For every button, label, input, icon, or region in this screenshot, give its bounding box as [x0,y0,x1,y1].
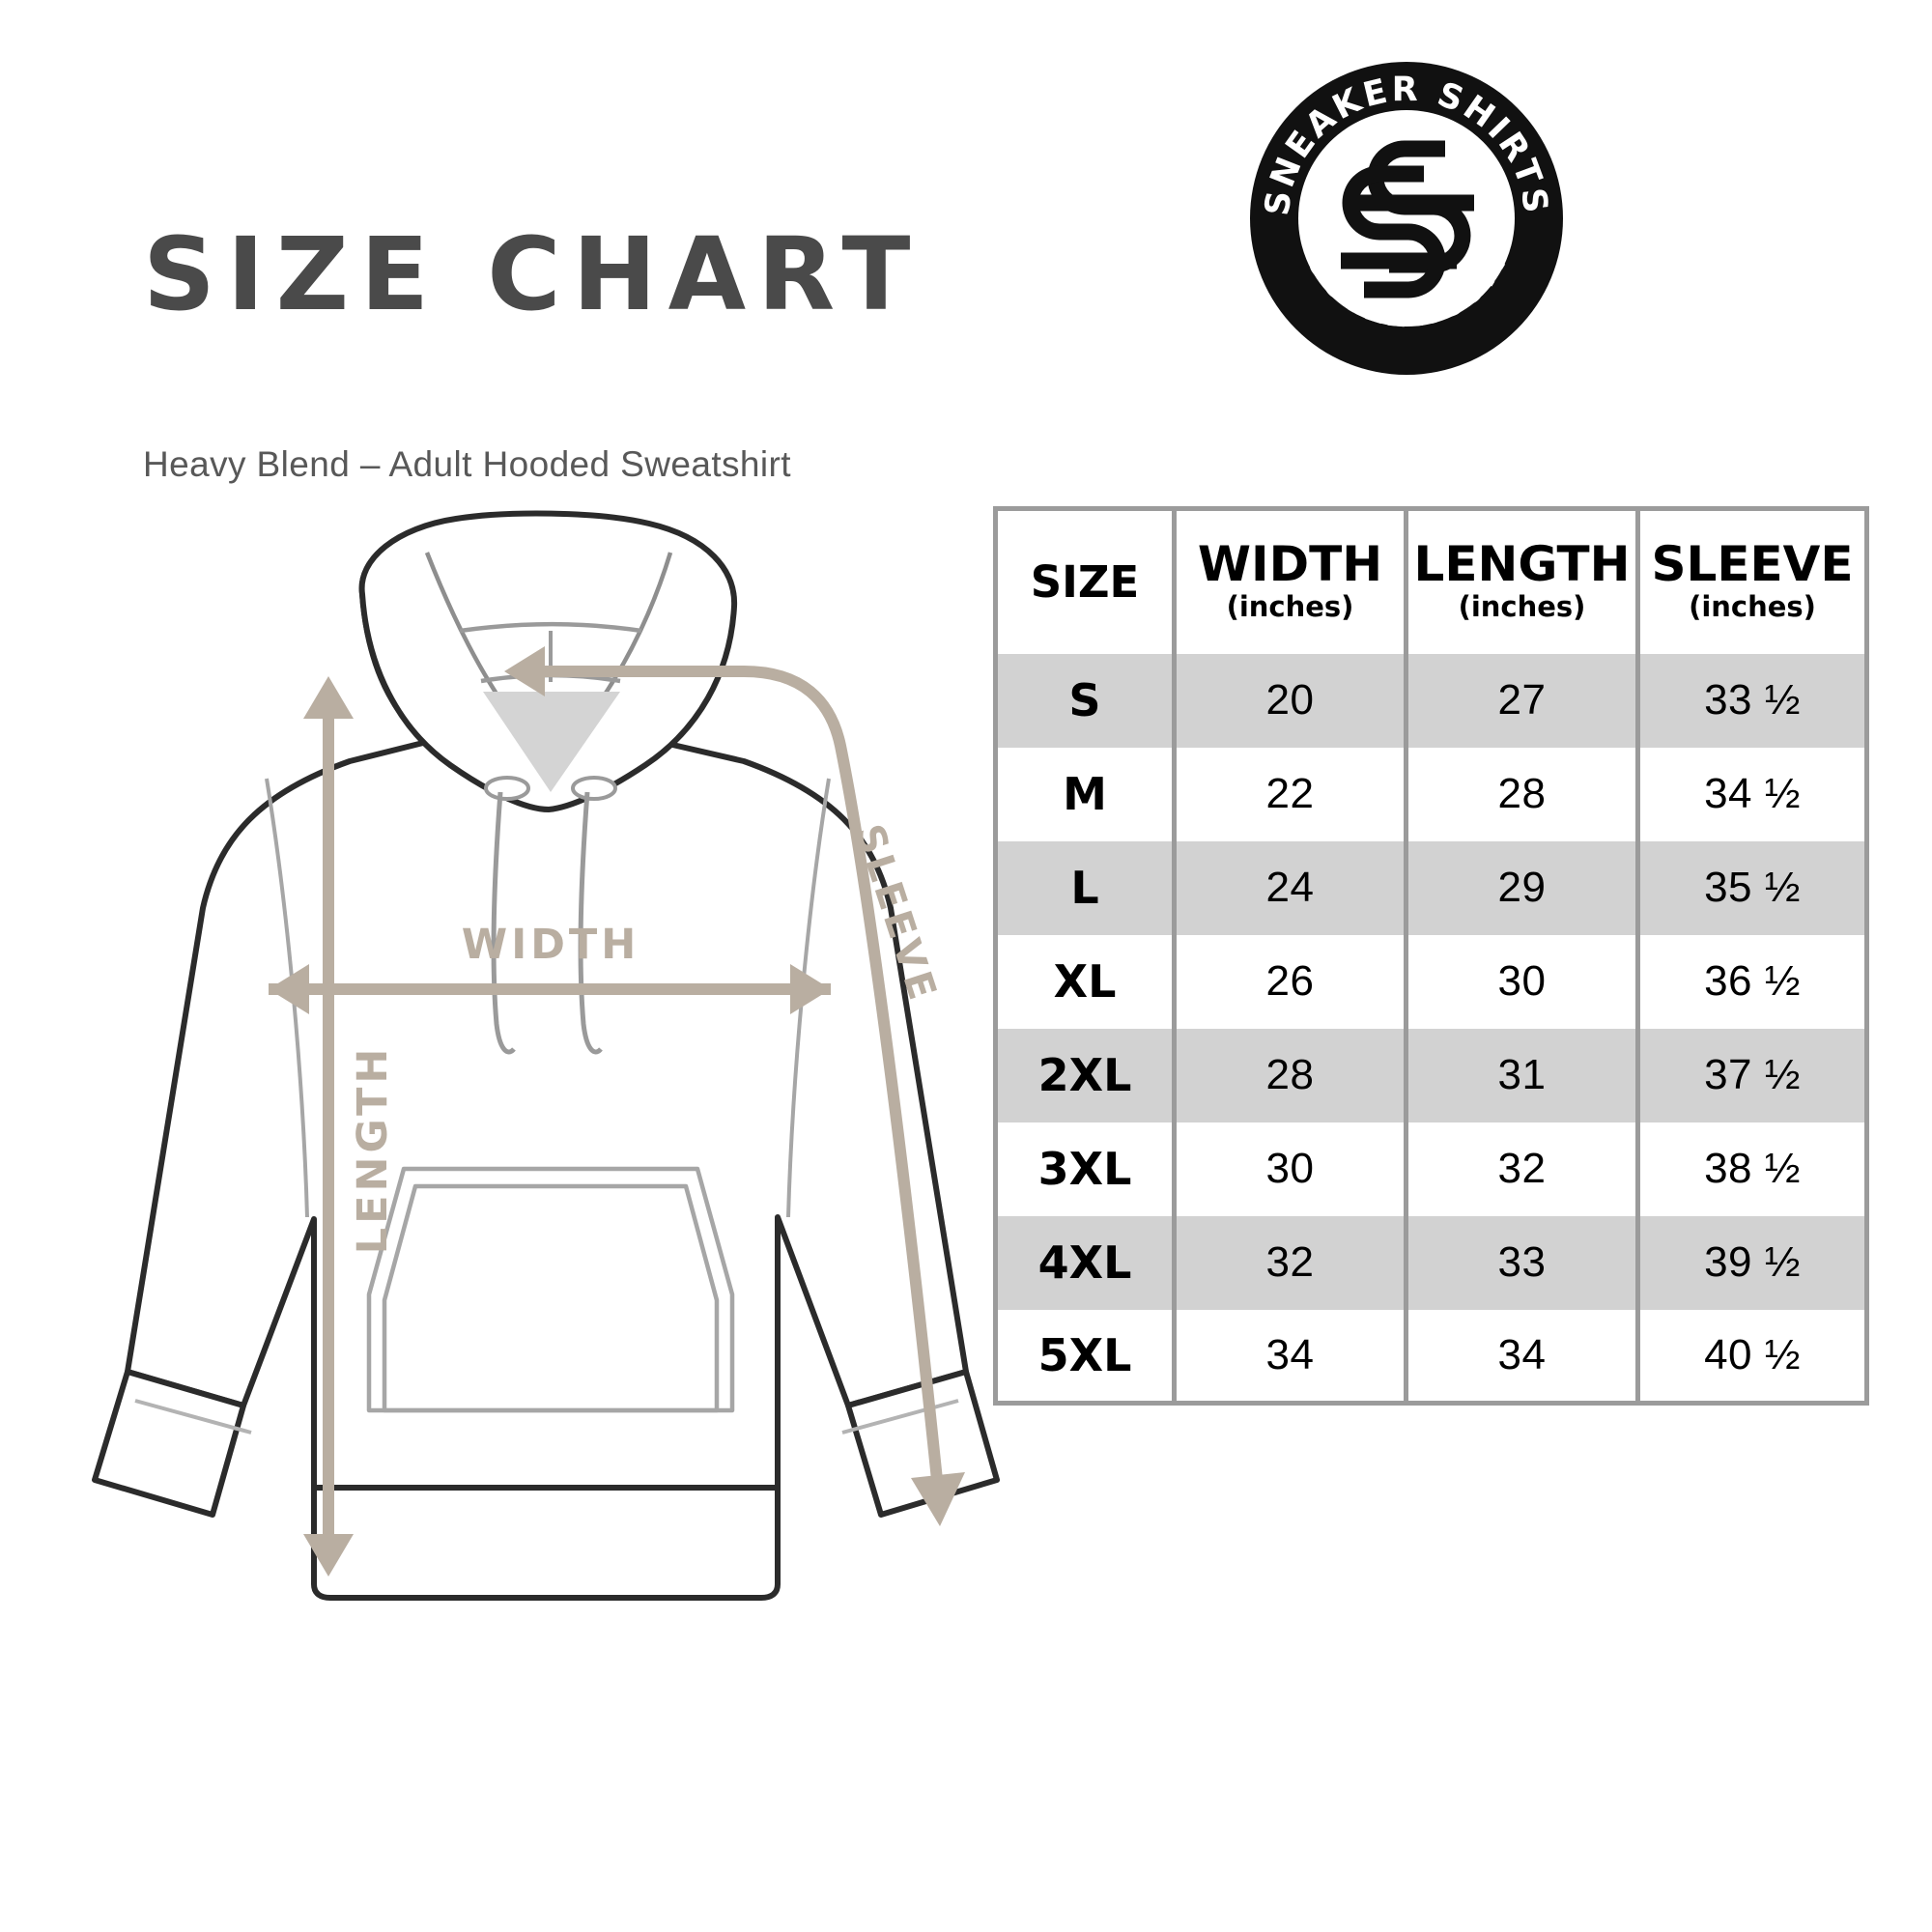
width-arrow [269,964,831,1014]
sleeve-arrow-shaft [524,666,943,1481]
table-row: M 22 28 34 ½ [995,747,1867,841]
cell-length: 34 [1404,1309,1640,1404]
cell-length: 29 [1404,840,1640,935]
brand-logo: SNEAKER SHIRTS OUTLET.COM [1244,56,1569,381]
cell-sleeve: 36 ½ [1635,934,1867,1029]
column-header-size-main: SIZE [1030,555,1140,608]
size-table-container: SIZE WIDTH (inches) LENGTH (inches) SLEE… [993,506,1869,1406]
column-header-sleeve-sub: (inches) [1689,590,1816,624]
logo-monogram-icon [1341,140,1474,298]
cell-sleeve: 34 ½ [1635,747,1867,841]
cell-size: XL [995,934,1177,1029]
column-header-sleeve-main: SLEEVE [1651,536,1854,593]
kangaroo-pocket [366,1166,735,1413]
cell-length: 31 [1404,1028,1640,1122]
width-arrow-shaft [269,983,831,995]
cell-sleeve: 37 ½ [1635,1028,1867,1122]
table-row: 3XL 30 32 38 ½ [995,1122,1867,1216]
cell-width: 28 [1172,1028,1408,1122]
cell-width: 22 [1172,747,1408,841]
cell-width: 24 [1172,840,1408,935]
width-label: WIDTH [462,921,639,969]
page-title: SIZE CHART [143,215,923,333]
length-arrow-head-bottom [303,1534,354,1577]
width-arrow-head-left [269,964,309,1014]
length-label: LENGTH [349,1045,397,1255]
waistband [311,1485,781,1601]
table-header-row: SIZE WIDTH (inches) LENGTH (inches) SLEE… [995,508,1867,654]
table-row: 2XL 28 31 37 ½ [995,1028,1867,1122]
cell-length: 30 [1404,934,1640,1029]
cell-sleeve: 39 ½ [1635,1215,1867,1310]
cell-width: 26 [1172,934,1408,1029]
cell-sleeve: 33 ½ [1635,653,1867,748]
column-header-length-sub: (inches) [1458,590,1586,624]
size-table: SIZE WIDTH (inches) LENGTH (inches) SLEE… [993,506,1869,1406]
table-row: 4XL 32 33 39 ½ [995,1215,1867,1310]
cell-width: 34 [1172,1309,1408,1404]
neck-gusset [483,692,620,792]
cell-length: 33 [1404,1215,1640,1310]
grommet-left [484,776,530,801]
sleeve-arrow-head-start [504,646,545,696]
table-row: L 24 29 35 ½ [995,840,1867,935]
length-arrow-shaft [323,692,334,1542]
column-header-width-main: WIDTH [1197,536,1383,593]
cell-length: 32 [1404,1122,1640,1216]
cell-size: M [995,747,1177,841]
column-header-width-sub: (inches) [1226,590,1354,624]
cuff-left [92,1369,246,1518]
page-subtitle: Heavy Blend – Adult Hooded Sweatshirt [143,444,791,484]
length-arrow [303,676,354,1577]
table-body: S 20 27 33 ½ M 22 28 34 ½ L 24 29 35 ½ XL 26 30 36 ½ 2XL… [995,653,1867,1404]
waistband-shape [311,1485,781,1601]
cell-size: L [995,840,1177,935]
cell-sleeve: 35 ½ [1635,840,1867,935]
sleeve-arrow [504,646,965,1526]
column-header-length-main: LENGTH [1413,536,1631,593]
cell-size: 3XL [995,1122,1177,1216]
table-row: S 20 27 33 ½ [995,653,1867,748]
pocket-outer [366,1166,735,1413]
column-header-length: LENGTH (inches) [1404,508,1640,654]
logo-inner-disc [1298,110,1515,327]
sleeve-arrow-head-end [911,1472,965,1526]
cell-size: 5XL [995,1309,1177,1404]
cell-width: 30 [1172,1122,1408,1216]
table-row: 5XL 34 34 40 ½ [995,1309,1867,1404]
hoodie-illustration: WIDTH LENGTH SLEEVE [68,502,1034,1604]
hood-band-upper [459,622,642,634]
cell-width: 32 [1172,1215,1408,1310]
cell-size: 4XL [995,1215,1177,1310]
cell-size: 2XL [995,1028,1177,1122]
title-block: SIZE CHART Heavy Blend – Adult Hooded Sw… [143,215,935,484]
table-row: XL 26 30 36 ½ [995,934,1867,1029]
cell-length: 27 [1404,653,1640,748]
cell-sleeve: 40 ½ [1635,1309,1867,1404]
pocket-inner [382,1183,720,1413]
grommet-right [571,776,617,801]
length-arrow-head-top [303,676,354,719]
table-header: SIZE WIDTH (inches) LENGTH (inches) SLEE… [995,508,1867,654]
cuff-right-seam [841,1399,959,1435]
column-header-sleeve: SLEEVE (inches) [1635,508,1867,654]
cell-size: S [995,653,1177,748]
column-header-width: WIDTH (inches) [1172,508,1408,654]
cell-sleeve: 38 ½ [1635,1122,1867,1216]
column-header-size: SIZE [995,508,1177,654]
cell-width: 20 [1172,653,1408,748]
width-arrow-head-right [790,964,831,1014]
cuff-left-seam [134,1399,252,1435]
cell-length: 28 [1404,747,1640,841]
